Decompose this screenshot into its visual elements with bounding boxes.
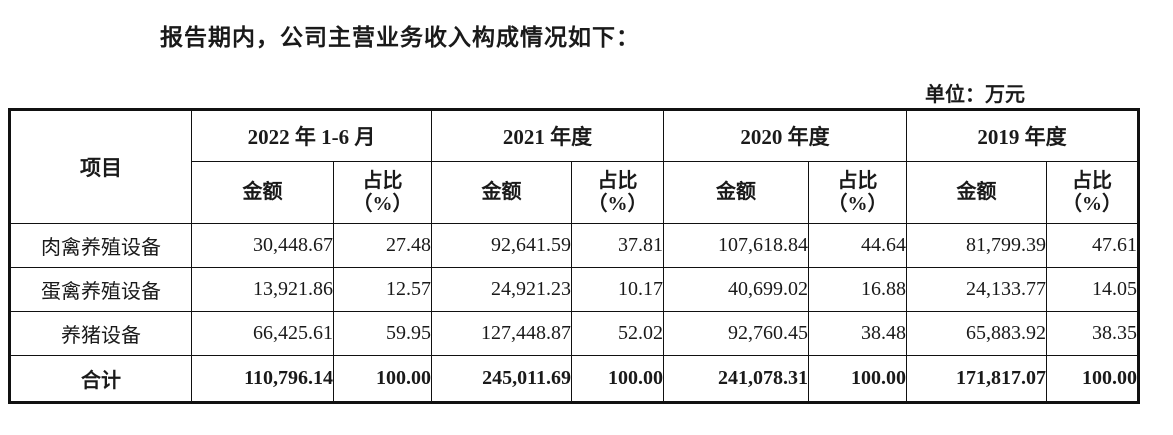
ratio-cell: 12.57: [333, 267, 432, 312]
revenue-table-body: 肉禽养殖设备 30,448.67 27.48 92,641.59 37.81 107,61…: [9, 223, 1139, 403]
unit-label: 单位：万元: [925, 84, 1025, 106]
table-row: 蛋禽养殖设备 13,921.86 12.57 24,921.23 10.17 40,699…: [9, 267, 1139, 312]
period-header-2019: 2019 年度: [906, 109, 1139, 162]
amount-cell: 40,699.02: [663, 267, 809, 312]
ratio-cell: 47.61: [1046, 223, 1139, 268]
amount-cell: 110,796.14: [191, 355, 334, 403]
ratio-cell: 16.88: [808, 267, 907, 312]
amount-header: 金额: [663, 161, 809, 224]
ratio-header-line2: （%）: [352, 192, 413, 215]
table-row: 养猪设备 66,425.61 59.95 127,448.87 52.02 92,760.…: [9, 311, 1139, 356]
ratio-cell: 100.00: [333, 355, 432, 403]
item-cell: 合计: [9, 355, 192, 403]
table-row: 肉禽养殖设备 30,448.67 27.48 92,641.59 37.81 107,61…: [9, 223, 1139, 268]
ratio-header: 占比 （%）: [1046, 161, 1139, 224]
period-header-2020: 2020 年度: [663, 109, 907, 162]
ratio-header: 占比 （%）: [333, 161, 432, 224]
ratio-header-line1: 占比: [597, 169, 638, 192]
amount-header: 金额: [906, 161, 1047, 224]
intro-paragraph: 报告期内，公司主营业务收入构成情况如下：: [160, 25, 640, 50]
table-row: 合计 110,796.14 100.00 245,011.69 100.00 241,07…: [9, 355, 1139, 403]
amount-cell: 66,425.61: [191, 311, 334, 356]
amount-header-label: 金额: [481, 181, 522, 203]
amount-cell: 65,883.92: [906, 311, 1047, 356]
ratio-cell: 59.95: [333, 311, 432, 356]
amount-header-label: 金额: [956, 181, 997, 203]
item-column-header: 项目: [9, 109, 192, 224]
ratio-header: 占比 （%）: [571, 161, 664, 224]
ratio-cell: 100.00: [571, 355, 664, 403]
amount-cell: 13,921.86: [191, 267, 334, 312]
amount-cell: 171,817.07: [906, 355, 1047, 403]
amount-cell: 81,799.39: [906, 223, 1047, 268]
amount-header: 金额: [431, 161, 572, 224]
period-header-2021: 2021 年度: [431, 109, 664, 162]
amount-header-label: 金额: [716, 181, 756, 203]
amount-cell: 127,448.87: [431, 311, 572, 356]
ratio-header-line1: 占比: [1072, 169, 1112, 192]
amount-cell: 241,078.31: [663, 355, 809, 403]
ratio-cell: 100.00: [1046, 355, 1139, 403]
amount-cell: 245,011.69: [431, 355, 572, 403]
period-header-2022: 2022 年 1-6 月: [191, 109, 432, 162]
amount-cell: 92,760.45: [663, 311, 809, 356]
ratio-header-line2: （%）: [587, 192, 648, 215]
ratio-cell: 38.35: [1046, 311, 1139, 356]
subheader-row: 金额 占比 （%） 金额 占比 （%） 金额 占比 （%）: [10, 161, 1139, 224]
amount-cell: 24,133.77: [906, 267, 1047, 312]
ratio-header: 占比 （%）: [808, 161, 907, 224]
revenue-composition-table: 项目 2022 年 1-6 月 2021 年度 2020 年度 2019 年度 …: [8, 108, 1140, 404]
amount-cell: 30,448.67: [191, 223, 334, 268]
item-cell: 肉禽养殖设备: [9, 223, 192, 268]
amount-cell: 92,641.59: [431, 223, 572, 268]
ratio-cell: 37.81: [571, 223, 664, 268]
amount-cell: 107,618.84: [663, 223, 809, 268]
period-header-row: 项目 2022 年 1-6 月 2021 年度 2020 年度 2019 年度: [9, 109, 1139, 224]
ratio-header-line2: （%）: [827, 192, 888, 215]
ratio-header-line1: 占比: [362, 169, 403, 192]
ratio-cell: 14.05: [1046, 267, 1139, 312]
item-cell: 蛋禽养殖设备: [9, 267, 192, 312]
ratio-cell: 38.48: [808, 311, 907, 356]
ratio-cell: 44.64: [808, 223, 907, 268]
amount-header: 金额: [191, 161, 334, 224]
ratio-cell: 27.48: [333, 223, 432, 268]
amount-header-label: 金额: [242, 181, 283, 203]
amount-cell: 24,921.23: [431, 267, 572, 312]
ratio-cell: 10.17: [571, 267, 664, 312]
ratio-header-line2: （%）: [1062, 192, 1122, 215]
ratio-cell: 52.02: [571, 311, 664, 356]
ratio-cell: 100.00: [808, 355, 907, 403]
item-cell: 养猪设备: [9, 311, 192, 356]
ratio-header-line1: 占比: [837, 169, 878, 192]
